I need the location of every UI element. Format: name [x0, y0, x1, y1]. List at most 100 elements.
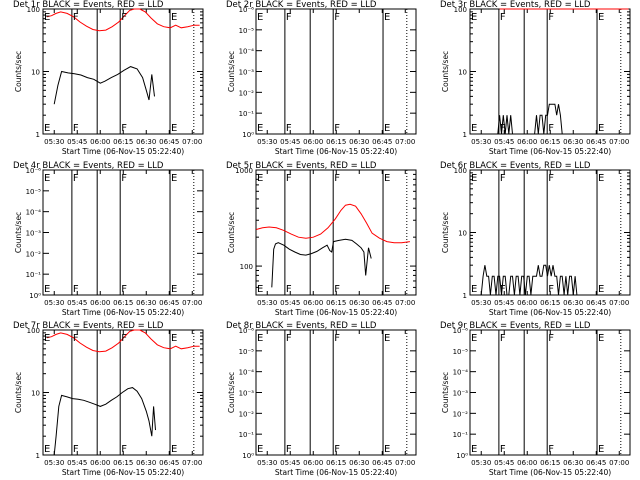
events-series-line — [271, 238, 372, 288]
y-tick-label: 10⁻² — [239, 89, 255, 97]
x-axis-label: Start Time (06-Nov-15 05:22:40) — [489, 147, 611, 156]
panel-title: Det 3r BLACK = Events, RED = LLD — [440, 0, 591, 10]
panel-title: Det 5r BLACK = Events, RED = LLD — [226, 161, 377, 171]
y-axis-label: Counts/sec — [441, 51, 450, 92]
mode-marker: E — [471, 284, 477, 295]
y-tick-label: 10⁻¹ — [239, 110, 255, 118]
mode-marker: E — [257, 12, 263, 23]
x-tick-label: 06:45 — [372, 299, 392, 307]
mode-marker: F — [334, 284, 340, 295]
x-tick-label: 06:45 — [586, 459, 606, 467]
x-tick-label: 06:45 — [159, 459, 179, 467]
x-tick-label: 06:15 — [113, 459, 133, 467]
x-tick-label: 05:30 — [471, 138, 491, 146]
x-tick-label: 06:15 — [540, 299, 560, 307]
mode-marker: F — [73, 173, 79, 184]
mode-marker: F — [500, 333, 506, 344]
x-tick-label: 06:15 — [326, 299, 346, 307]
mode-marker: F — [334, 123, 340, 134]
mode-marker: E — [44, 12, 50, 23]
mode-marker: E — [598, 444, 604, 455]
x-tick-label: 06:30 — [563, 299, 583, 307]
y-tick-label: 10⁻⁵ — [239, 348, 255, 356]
x-axis-label: Start Time (06-Nov-15 05:22:40) — [489, 308, 611, 317]
x-tick-label: 06:45 — [586, 138, 606, 146]
x-axis-label: Start Time (06-Nov-15 05:22:40) — [62, 468, 184, 477]
mode-marker: E — [598, 284, 604, 295]
y-tick-label: 10 — [458, 69, 467, 77]
x-tick-label: 05:30 — [44, 299, 64, 307]
mode-marker: F — [121, 333, 127, 344]
mode-marker: F — [548, 173, 554, 184]
lld-series-line — [256, 203, 410, 244]
x-tick-label: 06:00 — [90, 299, 110, 307]
x-tick-label: 05:30 — [257, 138, 277, 146]
panel-frame — [255, 169, 417, 296]
x-tick-label: 06:15 — [113, 138, 133, 146]
y-tick-label: 100 — [454, 6, 467, 14]
mode-marker: E — [257, 123, 263, 134]
x-tick-label: 06:15 — [540, 459, 560, 467]
x-tick-label: 05:30 — [44, 459, 64, 467]
mode-marker: E — [44, 284, 50, 295]
y-tick-label: 10⁰ — [29, 292, 41, 300]
mode-marker: E — [598, 12, 604, 23]
mode-marker: E — [384, 284, 390, 295]
y-tick-label: 10⁻³ — [239, 69, 255, 77]
y-tick-label: 100 — [454, 167, 467, 175]
mode-marker: F — [121, 173, 127, 184]
x-tick-label: 07:00 — [609, 138, 629, 146]
mode-marker: E — [384, 173, 390, 184]
events-series-line — [53, 66, 155, 105]
x-tick-label: 06:00 — [90, 459, 110, 467]
mode-marker: F — [73, 284, 79, 295]
mode-marker: F — [548, 284, 554, 295]
y-tick-label: 10⁻³ — [239, 390, 255, 398]
panel-frame — [255, 329, 417, 456]
mode-marker: E — [44, 444, 50, 455]
x-tick-label: 06:30 — [349, 138, 369, 146]
mode-marker: E — [257, 444, 263, 455]
y-tick-label: 10⁻⁵ — [26, 188, 42, 196]
x-axis-label: Start Time (06-Nov-15 05:22:40) — [62, 308, 184, 317]
mode-marker: F — [548, 12, 554, 23]
mode-marker: E — [171, 173, 177, 184]
x-tick-label: 05:30 — [44, 138, 64, 146]
x-tick-label: 06:30 — [136, 299, 156, 307]
y-tick-label: 1 — [463, 131, 467, 139]
x-tick-label: 05:30 — [257, 299, 277, 307]
mode-marker: E — [471, 333, 477, 344]
y-tick-label: 100 — [240, 263, 253, 271]
y-tick-label: 10⁻⁵ — [453, 348, 469, 356]
mode-marker: E — [257, 333, 263, 344]
y-tick-label: 10⁻⁶ — [26, 167, 42, 175]
mode-marker: F — [286, 12, 292, 23]
x-tick-label: 06:30 — [563, 138, 583, 146]
mode-marker: F — [548, 123, 554, 134]
x-tick-label: 06:00 — [517, 299, 537, 307]
panel-title: Det 2r BLACK = Events, RED = LLD — [226, 0, 377, 10]
detector-panel: Det 2r BLACK = Events, RED = LLD Counts/s… — [226, 0, 417, 156]
y-tick-label: 100 — [27, 6, 40, 14]
y-tick-label: 10⁰ — [242, 452, 254, 460]
x-axis-label: Start Time (06-Nov-15 05:22:40) — [275, 147, 397, 156]
mode-marker: F — [500, 173, 506, 184]
mode-marker: F — [73, 12, 79, 23]
panel-title: Det 4r BLACK = Events, RED = LLD — [13, 161, 164, 171]
mode-marker: F — [73, 333, 79, 344]
y-tick-label: 10⁻⁶ — [239, 327, 255, 335]
x-tick-label: 06:15 — [326, 138, 346, 146]
x-tick-label: 06:00 — [303, 138, 323, 146]
y-tick-label: 1000 — [235, 167, 253, 175]
mode-marker: F — [286, 284, 292, 295]
y-tick-label: 10⁻⁴ — [239, 369, 255, 377]
events-series-line — [480, 264, 578, 296]
mode-marker: E — [171, 284, 177, 295]
x-tick-label: 06:15 — [540, 138, 560, 146]
x-tick-label: 05:30 — [257, 459, 277, 467]
panel-frame — [255, 8, 417, 135]
mode-marker: F — [334, 173, 340, 184]
x-axis-label: Start Time (06-Nov-15 05:22:40) — [62, 147, 184, 156]
mode-marker: F — [286, 444, 292, 455]
